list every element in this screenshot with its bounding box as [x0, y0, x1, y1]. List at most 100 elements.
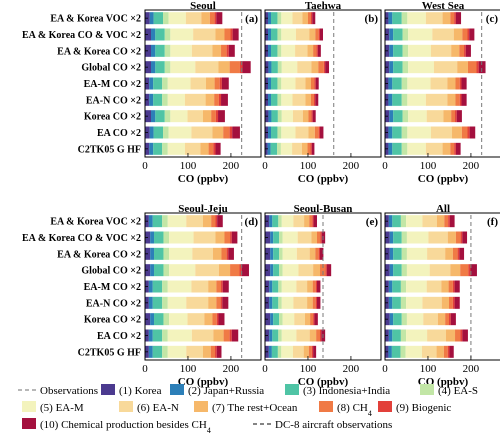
bar-segment	[214, 12, 217, 25]
category-label: EA & Korea VOC ×2	[50, 14, 141, 25]
bar-segment	[309, 215, 313, 228]
bar-segment	[315, 28, 319, 41]
bar-segment	[170, 28, 194, 41]
bar-segment	[447, 345, 450, 358]
bar-segment	[315, 77, 319, 90]
bar-segment	[267, 142, 271, 155]
bar-segment	[167, 77, 191, 90]
bar-segment	[277, 142, 281, 155]
bar-segment	[155, 28, 165, 41]
bar-segment	[401, 142, 408, 155]
bar-segment	[268, 110, 272, 123]
bar-segment	[468, 264, 471, 277]
bar-segment	[208, 280, 217, 293]
bar-segment	[323, 61, 326, 74]
bar-segment	[400, 280, 407, 293]
bar-segment	[152, 280, 163, 293]
legend-item: (7) The rest+Ocean	[194, 401, 298, 414]
bar-segment	[447, 231, 456, 244]
bar-segment	[268, 345, 272, 358]
bar-segment	[462, 28, 468, 41]
bar-segment	[400, 296, 407, 309]
bar-segment	[319, 329, 322, 342]
bar-segment	[164, 61, 171, 74]
bar-segment	[296, 280, 308, 293]
bar-segment	[423, 313, 438, 326]
bar-segment	[451, 44, 460, 57]
x-tick-label: 0	[382, 160, 388, 172]
bar-segment	[432, 28, 454, 41]
bar-segment	[389, 231, 394, 244]
bar-segment	[154, 231, 164, 244]
bar-segment	[208, 296, 217, 309]
bar-segment	[307, 12, 311, 25]
bar-segment	[168, 12, 186, 25]
legend-swatch	[378, 401, 392, 412]
bar-segment	[400, 215, 407, 228]
bar-segment	[469, 28, 475, 41]
bar-segment	[459, 77, 462, 90]
bar-segment	[400, 345, 406, 358]
bar-segment	[389, 247, 394, 260]
bar-segment	[212, 126, 224, 139]
bar-segment	[228, 247, 234, 260]
bar-segment	[162, 93, 168, 106]
bar-segment	[272, 215, 279, 228]
bar-segment	[313, 313, 315, 326]
bar-segment	[295, 77, 306, 90]
bar-segment	[310, 142, 312, 155]
bar-segment	[443, 345, 448, 358]
bar-segment	[282, 264, 299, 277]
bar-segment	[449, 345, 454, 358]
bar-segment	[200, 142, 209, 155]
x-tick-label: 100	[300, 363, 317, 375]
bar-segment	[269, 280, 273, 293]
bar-segment	[317, 44, 321, 57]
bar-segment	[308, 345, 312, 358]
bar-segment	[167, 142, 185, 155]
legend-swatch	[194, 401, 208, 412]
category-label: EA & Korea CO & VOC ×2	[22, 233, 141, 244]
bar-segment	[221, 77, 229, 90]
bar-segment	[393, 231, 402, 244]
bar-segment	[430, 126, 453, 139]
bar-segment	[277, 93, 282, 106]
bar-segment	[455, 329, 461, 342]
bar-segment	[314, 313, 318, 326]
bar-segment	[268, 126, 272, 139]
bar-segment	[325, 61, 330, 74]
bar-segment	[453, 28, 463, 41]
bar-segment	[402, 44, 409, 57]
bar-segment	[281, 126, 296, 139]
bar-segment	[278, 215, 282, 228]
bar-segment	[216, 313, 219, 326]
bar-segment	[277, 77, 282, 90]
bar-segment	[305, 93, 311, 106]
category-label: EA-N CO ×2	[86, 95, 141, 106]
bar-segment	[441, 296, 450, 309]
bar-segment	[313, 93, 316, 106]
bar-segment	[209, 12, 215, 25]
legend-label: (4) EA-S	[438, 385, 478, 397]
legend-label: Observations	[40, 385, 98, 397]
bar-segment	[295, 44, 308, 57]
bar-segment	[425, 12, 443, 25]
bar-segment	[298, 264, 314, 277]
panel-title: Taehwa	[305, 0, 342, 12]
bar-segment	[393, 110, 403, 123]
bar-segment	[465, 44, 471, 57]
x-tick-label: 200	[463, 363, 480, 375]
bar-segment	[270, 142, 278, 155]
bar-segment	[292, 110, 303, 123]
bar-segment	[277, 110, 282, 123]
bar-segment	[460, 264, 469, 277]
bar-segment	[449, 313, 451, 326]
bar-segment	[446, 329, 456, 342]
legend-label: (5) EA-M	[40, 402, 84, 414]
bar-segment	[301, 142, 308, 155]
bar-segment	[145, 28, 152, 41]
bar-segment	[273, 247, 280, 260]
bar-segment	[314, 126, 319, 139]
